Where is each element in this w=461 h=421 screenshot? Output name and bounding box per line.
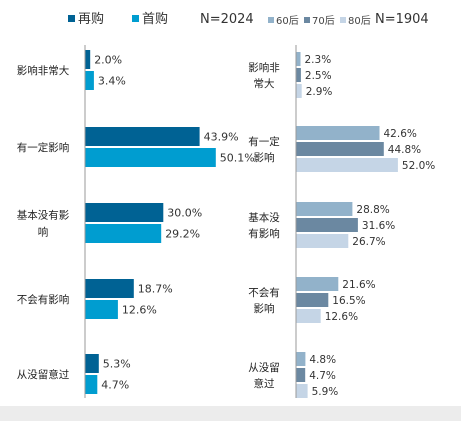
left-value-label: 30.0%: [167, 207, 202, 220]
right-bar: [296, 202, 353, 216]
left-value-label: 50.1%: [220, 152, 255, 165]
legend-swatch-repurchase: [68, 15, 75, 22]
right-bar: [296, 309, 321, 323]
right-value-label: 31.6%: [362, 220, 395, 232]
right-value-label: 2.3%: [305, 54, 332, 66]
bottom-strip: [0, 406, 461, 421]
left-value-label: 4.7%: [101, 379, 129, 392]
right-category-label: 基本没有影响: [248, 211, 280, 240]
right-bar: [296, 142, 384, 156]
left-bar: [85, 127, 200, 146]
legend-swatch-80s: [340, 17, 346, 23]
right-bar: [296, 52, 301, 66]
right-value-label: 42.6%: [384, 128, 417, 140]
left-bar: [85, 203, 164, 222]
left-category-label: 影响非常大: [17, 64, 70, 77]
legend-swatch-first-purchase: [132, 15, 139, 22]
left-bar: [85, 354, 99, 373]
right-category-label: 从没留意过: [248, 361, 280, 390]
legend-swatch-60s: [268, 17, 274, 23]
legend-label-60s: 60后: [276, 15, 299, 27]
left-category-label: 有一定影响: [17, 141, 70, 154]
left-bar: [85, 375, 98, 394]
left-value-label: 2.0%: [94, 54, 122, 67]
right-value-label: 26.7%: [352, 236, 385, 248]
legend-swatch-70s: [304, 17, 310, 23]
left-value-label: 29.2%: [165, 228, 200, 241]
left-value-label: 12.6%: [122, 304, 157, 317]
left-value-label: 3.4%: [98, 75, 126, 88]
left-bar: [85, 224, 162, 243]
right-bar: [296, 234, 349, 248]
legend-label-80s: 80后: [348, 15, 371, 27]
left-value-label: 18.7%: [138, 283, 173, 296]
right-bar: [296, 352, 306, 366]
left-category-label: 从没留意过: [17, 368, 70, 381]
right-category-label: 不会有影响: [248, 286, 280, 315]
left-category-label: 基本没有影响: [17, 209, 70, 239]
right-value-label: 5.9%: [312, 386, 339, 398]
right-bar: [296, 368, 306, 382]
right-value-label: 28.8%: [356, 204, 389, 216]
right-value-label: 4.7%: [309, 370, 336, 382]
right-bar: [296, 293, 329, 307]
right-bar: [296, 84, 302, 98]
right-value-label: 2.5%: [305, 70, 332, 82]
right-value-label: 21.6%: [342, 279, 375, 291]
right-value-label: 2.9%: [306, 86, 333, 98]
right-bar: [296, 126, 380, 140]
left-legend: 再购 首购 N=2024: [68, 11, 254, 27]
right-value-label: 44.8%: [388, 144, 421, 156]
right-sample-size: N=1904: [375, 12, 429, 27]
right-legend: 60后 70后 80后 N=1904: [268, 12, 429, 27]
right-bar: [296, 384, 308, 398]
left-plot: 影响非常大 2.0% 3.4% 有一定影响 43.9% 50.1% 基本没有影响 30.0% 2…: [17, 45, 255, 398]
legend-label-repurchase: 再购: [78, 11, 104, 27]
left-category-label: 不会有影响: [17, 293, 70, 306]
right-value-label: 16.5%: [332, 295, 365, 307]
left-bar: [85, 300, 118, 319]
left-bar: [85, 148, 216, 167]
left-bar: [85, 279, 134, 298]
legend-label-70s: 70后: [312, 15, 335, 27]
right-category-label: 有一定影响: [248, 135, 280, 164]
right-category-label: 影响非常大: [248, 61, 280, 90]
right-value-label: 4.8%: [309, 354, 336, 366]
right-bar: [296, 68, 301, 82]
right-plot: 影响非常大 2.3% 2.5% 2.9% 有一定影响 42.6% 44.8% 52.0% 基本没…: [248, 45, 435, 398]
left-value-label: 5.3%: [103, 358, 131, 371]
legend-label-first-purchase: 首购: [142, 11, 168, 27]
left-value-label: 43.9%: [204, 131, 239, 144]
left-bar: [85, 71, 94, 90]
right-bar: [296, 218, 358, 232]
left-sample-size: N=2024: [200, 12, 254, 27]
left-bar: [85, 50, 91, 69]
right-value-label: 12.6%: [325, 311, 358, 323]
right-bar: [296, 277, 339, 291]
right-bar: [296, 158, 398, 172]
right-value-label: 52.0%: [402, 160, 435, 172]
